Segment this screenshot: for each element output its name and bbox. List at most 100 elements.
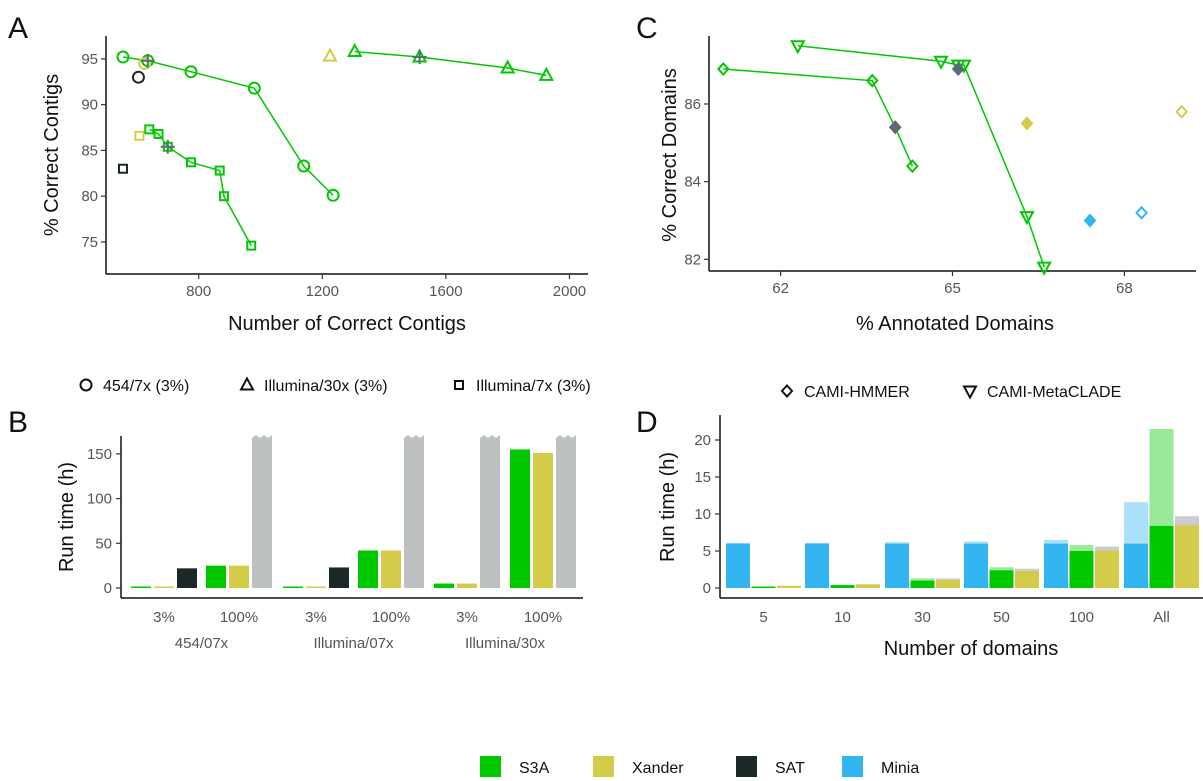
bar [556,435,576,588]
bar-extension [805,542,829,544]
data-point [1036,261,1052,276]
bar [1124,543,1148,588]
bar [131,586,151,588]
x-tick-label: All [1153,609,1170,626]
annotated-point [951,62,965,77]
data-point [933,55,949,70]
bar [856,584,880,588]
bar [404,435,424,588]
data-point [326,188,340,202]
data-point [790,40,806,55]
panel-letter-b: B [8,406,28,439]
legend-label: Minia [881,760,919,777]
legend-symbol [79,378,93,392]
panel-c-x-title: % Annotated Domains [856,313,1054,335]
bar [1044,543,1068,588]
panel-letter-c: C [636,12,658,45]
data-point [297,159,311,173]
legend-symbol [239,376,255,391]
y-tick-label: 0 [703,580,711,597]
bar [1069,551,1094,588]
panel-a-ticks: 800 1200 1600 2000 75 80 85 90 95 [81,51,586,300]
bar [1015,570,1039,588]
panel-d-ticks: 0 5 10 15 20 [694,432,720,597]
x-tick-label: 3% [153,609,175,626]
bar [910,580,935,588]
bar-extension [989,567,1014,571]
bar-extension [964,541,988,544]
y-tick-label: 0 [104,580,112,597]
bar [989,570,1014,588]
panel-d-y-title: Run time (h) [657,452,679,562]
panel-letter-a: A [8,12,28,45]
x-tick-label: 100% [524,609,562,626]
data-point [184,65,198,79]
bar [283,586,303,588]
group-label: 454/07x [175,635,229,652]
panel-d-bars [726,428,1199,589]
legend-label: S3A [519,760,550,777]
x-tick-label: 1200 [306,283,339,300]
data-point [322,47,338,62]
series-line [354,50,547,77]
legend-label: CAMI-HMMER [804,384,910,401]
x-tick-label: 62 [772,280,789,297]
legend-symbol [780,384,794,398]
bar-extension [1149,428,1174,526]
bar [252,435,272,588]
legend-label: 454/7x (3%) [103,378,189,395]
data-point [247,81,261,95]
x-tick-label: 100 [1069,609,1094,626]
data-point [538,66,554,81]
bar-extension [1095,546,1119,551]
bar [1149,525,1174,588]
x-tick-label: 68 [1116,280,1133,297]
y-tick-label: 82 [684,251,701,268]
panel-a-y-title: % Correct Contigs [41,74,63,236]
cami-legend-items: CAMI-HMMER CAMI-MetaCLADE [780,384,1121,401]
legend-swatch [736,756,757,777]
series-line [797,44,1045,268]
legend-swatch [480,756,501,777]
bar [751,586,776,589]
bar-extension [936,578,960,580]
bar-extension [885,542,909,544]
legend-label: SAT [775,760,805,777]
y-tick-label: 90 [81,97,98,114]
y-tick-label: 50 [95,535,112,552]
y-tick-label: 5 [703,543,711,560]
bar-extension [1069,545,1094,551]
bar [358,550,378,588]
group-label: Illumina/07x [313,635,394,652]
panel-d-x-title: Number of domains [884,638,1059,660]
bar-extension [1175,516,1199,526]
panel-d-x-labels: 5 10 30 50 100 All [759,609,1170,626]
panel-a: 800 1200 1600 2000 75 80 85 90 95 Number of Corr… [41,36,588,335]
bar [777,585,801,588]
bar [306,586,326,588]
data-point [906,159,919,174]
y-tick-label: 20 [694,432,711,449]
data-point [144,124,155,135]
annotated-point [888,120,902,135]
bar [457,583,477,588]
bar-extension [726,542,750,544]
tool-legend: S3A Xander SAT Minia [480,756,919,777]
bar [154,586,174,588]
y-tick-label: 84 [684,174,701,191]
data-point [716,62,730,77]
panel-b-y-title: Run time (h) [56,462,78,572]
panel-c: 62 65 68 82 84 86 % Annotated Domains % Corre… [659,36,1196,335]
x-tick-label: 1600 [429,283,462,300]
bar [480,435,500,588]
bar-extension [1124,502,1148,544]
series-line [122,56,334,196]
annotated-point [160,139,175,154]
data-point [1135,205,1148,220]
legend-label: CAMI-MetaCLADE [987,384,1121,401]
bar-extension [1044,539,1068,544]
bar [381,550,401,588]
